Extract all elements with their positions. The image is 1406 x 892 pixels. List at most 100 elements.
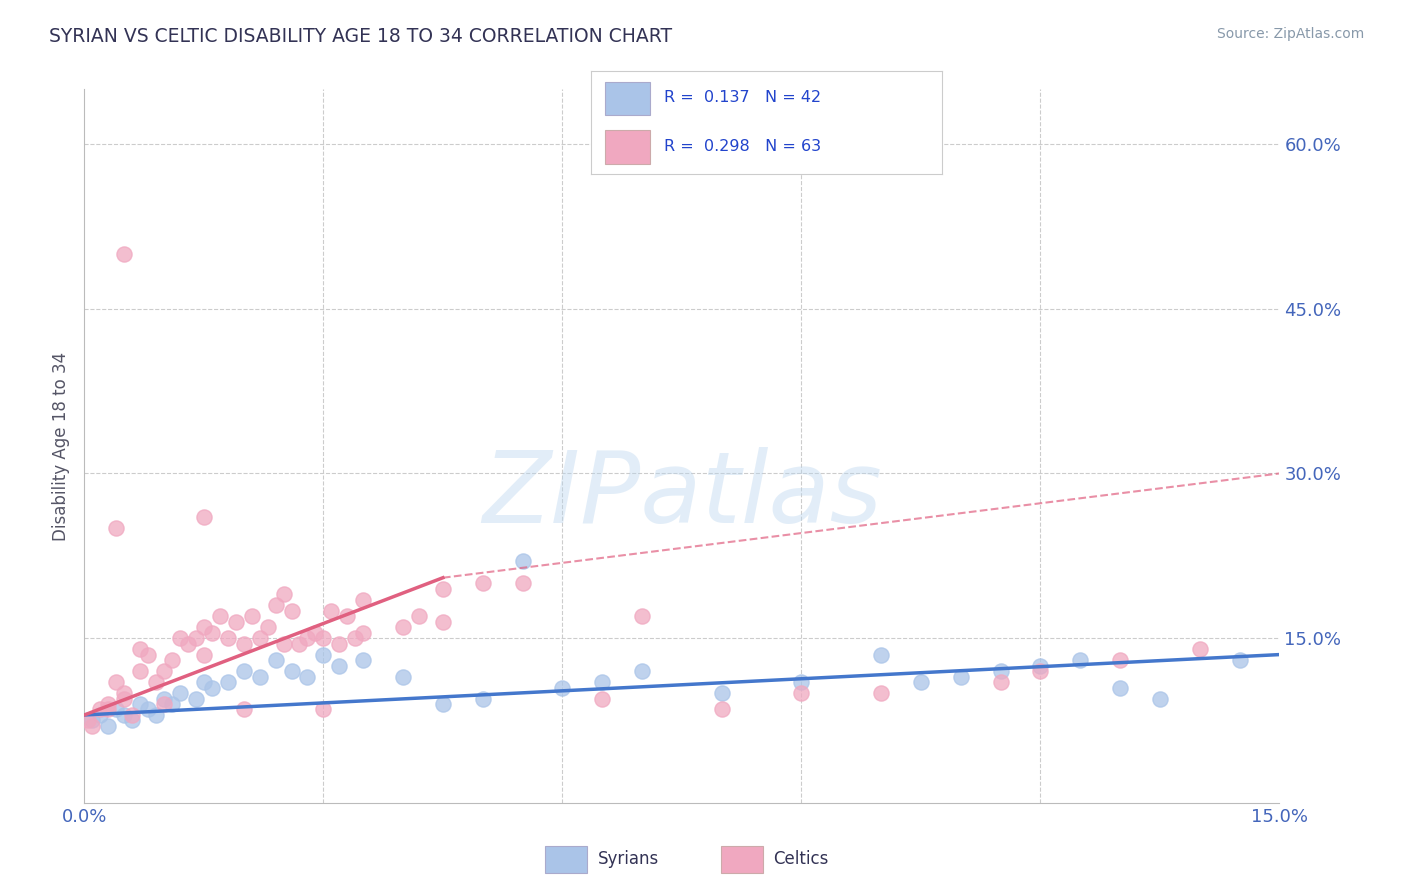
Point [112, 247, 135, 261]
Point [280, 604, 302, 618]
Point [89, 702, 111, 716]
Point [288, 637, 311, 651]
Point [1229, 653, 1251, 667]
Point [256, 620, 278, 634]
Point [949, 669, 972, 683]
Point [169, 631, 191, 645]
Point [184, 691, 207, 706]
Point [121, 714, 143, 728]
Text: Source: ZipAtlas.com: Source: ZipAtlas.com [1216, 27, 1364, 41]
Point [312, 648, 335, 662]
Point [112, 686, 135, 700]
Point [352, 653, 374, 667]
Text: R =  0.137   N = 42: R = 0.137 N = 42 [664, 90, 821, 105]
Point [97, 719, 120, 733]
Point [1109, 681, 1132, 695]
Point [1149, 691, 1171, 706]
Point [264, 598, 287, 612]
Text: Celtics: Celtics [773, 849, 828, 868]
Point [790, 675, 813, 690]
Point [145, 708, 167, 723]
Point [297, 631, 319, 645]
Text: ZIPatlas: ZIPatlas [482, 448, 882, 544]
Point [153, 691, 176, 706]
Point [710, 702, 733, 716]
Point [790, 686, 813, 700]
Point [392, 669, 415, 683]
Point [990, 675, 1012, 690]
Point [336, 609, 359, 624]
Point [870, 686, 893, 700]
Point [1109, 653, 1132, 667]
Point [280, 664, 302, 678]
Point [273, 587, 295, 601]
Point [177, 637, 200, 651]
Point [232, 702, 254, 716]
FancyBboxPatch shape [544, 847, 588, 873]
Point [97, 702, 120, 716]
Point [208, 609, 231, 624]
Point [471, 576, 494, 591]
Point [304, 625, 326, 640]
Point [710, 686, 733, 700]
Point [193, 675, 215, 690]
Point [1029, 658, 1052, 673]
Point [217, 631, 239, 645]
Point [1069, 653, 1091, 667]
Point [105, 521, 128, 535]
Point [82, 719, 104, 733]
Point [77, 714, 100, 728]
Point [352, 592, 374, 607]
Point [160, 697, 183, 711]
Point [910, 675, 932, 690]
Point [232, 637, 254, 651]
Point [121, 708, 143, 723]
Point [112, 691, 135, 706]
Point [129, 642, 152, 657]
Point [264, 653, 287, 667]
Point [136, 648, 159, 662]
Point [591, 691, 613, 706]
Point [551, 681, 574, 695]
Point [153, 697, 176, 711]
Point [201, 625, 224, 640]
Point [105, 702, 128, 716]
Point [97, 697, 120, 711]
Point [225, 615, 247, 629]
Point [512, 576, 534, 591]
Point [273, 637, 295, 651]
Point [631, 609, 654, 624]
Point [249, 631, 271, 645]
Point [471, 691, 494, 706]
Point [344, 631, 367, 645]
Point [591, 675, 613, 690]
Point [512, 554, 534, 568]
FancyBboxPatch shape [605, 82, 650, 115]
Point [105, 675, 128, 690]
Point [249, 669, 271, 683]
Point [408, 609, 430, 624]
Point [232, 664, 254, 678]
FancyBboxPatch shape [721, 847, 762, 873]
Point [432, 615, 454, 629]
Point [129, 664, 152, 678]
Point [193, 648, 215, 662]
Point [129, 697, 152, 711]
Point [136, 702, 159, 716]
Point [631, 664, 654, 678]
Point [297, 669, 319, 683]
Y-axis label: Disability Age 18 to 34: Disability Age 18 to 34 [52, 351, 70, 541]
Point [312, 631, 335, 645]
Text: R =  0.298   N = 63: R = 0.298 N = 63 [664, 139, 821, 153]
Point [89, 708, 111, 723]
Point [112, 708, 135, 723]
Point [432, 697, 454, 711]
Point [169, 686, 191, 700]
Point [145, 675, 167, 690]
Point [870, 648, 893, 662]
Point [432, 582, 454, 596]
Point [193, 620, 215, 634]
Point [392, 620, 415, 634]
Point [160, 653, 183, 667]
Point [217, 675, 239, 690]
